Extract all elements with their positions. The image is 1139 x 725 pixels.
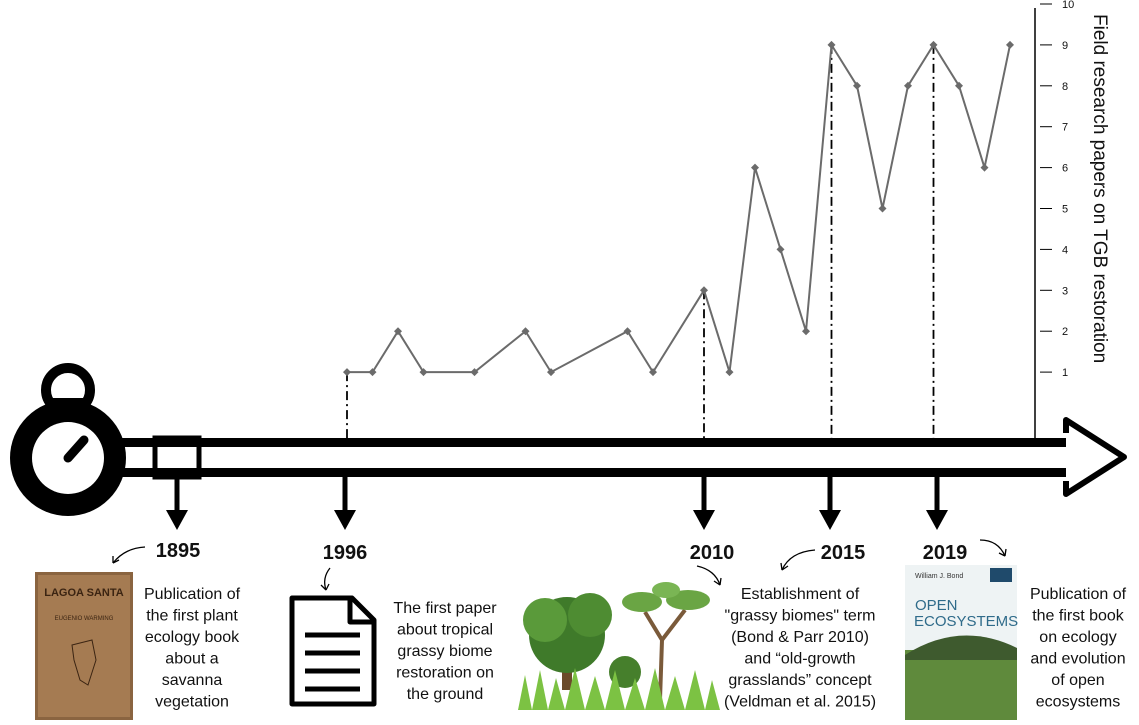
timeline-figure: Field research papers on TGB restoration… [0,0,1139,720]
event-description: restoration on [396,665,494,682]
event-description: "grassy biomes" term [725,608,876,625]
pointer-arrows [113,540,1006,590]
y-tick-label: 4 [1062,244,1068,256]
y-tick-label: 9 [1062,40,1068,52]
data-line [347,45,1010,372]
grassland-illustration [518,582,720,710]
data-point [879,205,887,213]
y-tick-label: 7 [1062,122,1068,134]
event-description: Publication of [1030,586,1127,603]
event-year: 2010 [690,542,735,564]
event-description: of open [1051,672,1104,689]
event-description: savanna [162,672,223,689]
event-description: the first plant [146,608,238,625]
data-point [802,327,810,335]
y-tick-label: 2 [1062,326,1068,338]
event-year: 2015 [821,542,866,564]
book-title: LAGOA SANTA [44,587,123,599]
event-description: about a [165,651,218,668]
y-tick-label: 6 [1062,163,1068,175]
event-description: (Bond & Parr 2010) [731,629,869,646]
event-description: Establishment of [741,586,860,603]
y-tick-label: 1 [1062,367,1068,379]
y-tick-label: 10 [1062,0,1074,11]
event-year: 1996 [323,542,368,564]
timeline-arrowhead [926,510,948,530]
timeline-bar [118,420,1124,494]
event-description: (Veldman et al. 2015) [724,694,876,711]
y-tick-label: 8 [1062,81,1068,93]
event-description: Publication of [144,586,241,603]
book-author: EUGENIO WARMING [55,616,114,622]
book-cover-1895: LAGOA SANTA EUGENIO WARMING [35,572,133,720]
event-description: ecosystems [1036,694,1120,711]
timeline-arrowhead [819,510,841,530]
y-axis-label: Field research papers on TGB restoration [1089,14,1110,363]
timeline-arrowhead [334,510,356,530]
data-point [343,368,351,376]
event-description: on ecology [1039,629,1116,646]
timeline-arrowhead [693,510,715,530]
book-author: William J. Bond [915,573,963,580]
stopwatch-icon [10,368,126,516]
document-icon [292,598,374,704]
y-tick-label: 3 [1062,285,1068,297]
data-point [726,368,734,376]
data-point [751,164,759,172]
data-point [1006,41,1014,49]
event-description: the ground [407,686,484,703]
event-description: ecology book [145,629,240,646]
book-cover-2019: William J. Bond OPEN ECOSYSTEMS [905,565,1018,720]
event-description: vegetation [155,694,229,711]
event-year: 1895 [156,540,201,562]
event-year: 2019 [923,542,968,564]
event-description: and evolution [1030,651,1125,668]
book-title: ECOSYSTEMS [914,613,1018,630]
event-description: and “old-growth [744,651,855,668]
data-point [981,164,989,172]
y-tick-label: 5 [1062,204,1068,216]
timeline-arrowhead [166,510,188,530]
event-description: about tropical [397,622,493,639]
data-point [777,245,785,253]
event-description: The first paper [393,600,497,617]
event-description: the first book [1032,608,1125,625]
event-description: grasslands” concept [728,672,872,689]
event-description: grassy biome [397,643,492,660]
book-title: OPEN [915,597,958,614]
